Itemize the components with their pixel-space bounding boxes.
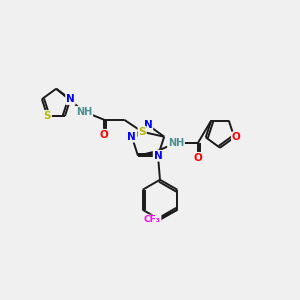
Text: S: S (44, 111, 51, 121)
Text: S: S (138, 127, 146, 137)
Text: CF₃: CF₃ (144, 215, 161, 224)
Text: N: N (144, 120, 152, 130)
Text: O: O (100, 130, 109, 140)
Text: N: N (154, 151, 162, 161)
Text: NH: NH (76, 107, 92, 117)
Text: N: N (66, 94, 75, 104)
Text: NH: NH (168, 138, 184, 148)
Text: O: O (232, 132, 241, 142)
Text: N: N (128, 132, 136, 142)
Text: O: O (194, 153, 202, 163)
